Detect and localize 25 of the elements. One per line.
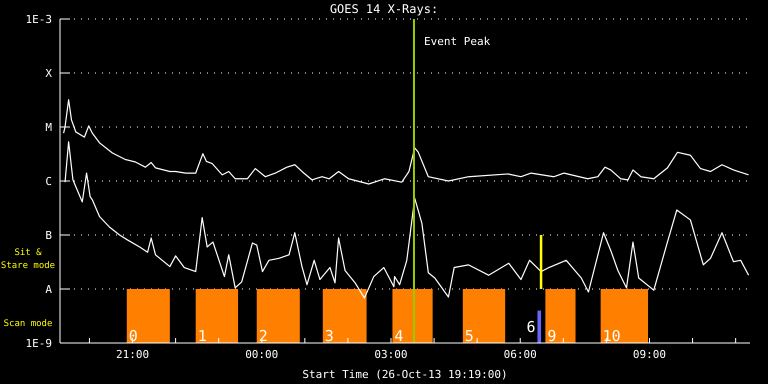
band-label: 9 [547, 327, 556, 345]
x-tick-label: 03:00 [374, 348, 408, 361]
band-label: 5 [464, 327, 474, 345]
x-tick-label: 00:00 [245, 348, 278, 361]
y-tick-label: X [45, 66, 52, 80]
band-label: 4 [394, 327, 404, 345]
band-label: 6 [526, 318, 536, 336]
band-label: 1 [198, 327, 207, 345]
band-label: 0 [128, 327, 138, 345]
band-label: 3 [324, 327, 334, 345]
y-tick-label: C [45, 174, 52, 188]
x-tick-label: 06:00 [504, 348, 537, 361]
band-label: 10 [602, 327, 621, 345]
text: Sit & Stare mode [0, 247, 56, 273]
x-tick-label: 09:00 [632, 348, 666, 361]
y-tick-label: 1E-3 [26, 12, 52, 26]
x-axis-title: Start Time (26-Oct-13 19:19:00) [302, 368, 508, 381]
text: Scan mode [2, 318, 54, 331]
y-tick-label: A [45, 282, 52, 296]
y-tick-label: B [45, 228, 52, 242]
chart-title: GOES 14 X-Rays: [330, 2, 438, 16]
y-tick-label: 1E-9 [26, 336, 52, 350]
y-tick-label: M [45, 120, 52, 134]
x-tick-label: 21:00 [116, 348, 150, 361]
ref-line-label: Event Peak [424, 35, 491, 48]
